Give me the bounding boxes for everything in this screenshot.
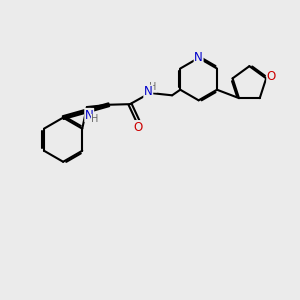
Text: N: N [85,109,94,122]
Text: N: N [194,51,203,64]
Text: O: O [134,121,143,134]
Text: H: H [92,114,99,124]
Text: N: N [144,85,153,98]
Text: H: H [149,82,157,92]
Text: O: O [267,70,276,83]
